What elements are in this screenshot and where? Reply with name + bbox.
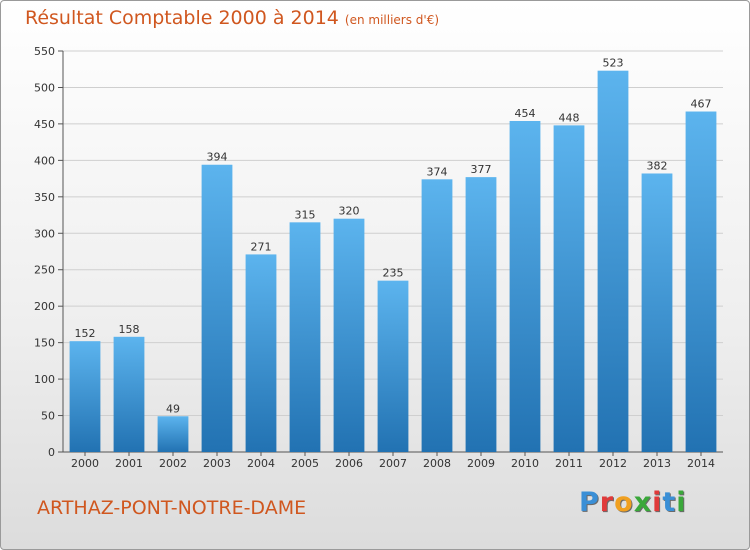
bar-value-label: 467: [691, 98, 712, 111]
x-tick-label: 2002: [159, 457, 187, 470]
bar-2004[interactable]: [245, 254, 277, 452]
x-tick-label: 2004: [247, 457, 275, 470]
y-tick-label: 550: [34, 45, 55, 58]
logo-letter: r: [599, 487, 615, 518]
bar-2008[interactable]: [421, 179, 453, 452]
x-tick-label: 2010: [511, 457, 539, 470]
bar-value-label: 152: [75, 327, 96, 340]
x-tick-label: 2013: [643, 457, 671, 470]
x-tick-label: 2006: [335, 457, 363, 470]
bar-2005[interactable]: [289, 222, 321, 452]
x-tick-label: 2005: [291, 457, 319, 470]
bar-2001[interactable]: [113, 336, 145, 452]
bar-value-label: 523: [603, 57, 624, 70]
bar-value-label: 158: [119, 323, 140, 336]
bar-value-label: 377: [471, 163, 492, 176]
x-tick-label: 2007: [379, 457, 407, 470]
y-tick-label: 50: [41, 410, 55, 423]
x-tick-label: 2011: [555, 457, 583, 470]
bar-value-label: 374: [427, 165, 448, 178]
bars: [69, 70, 717, 453]
bar-value-label: 394: [207, 151, 228, 164]
logo-letter: P: [579, 487, 600, 518]
bar-2012[interactable]: [597, 70, 629, 452]
logo-letter: x: [633, 487, 653, 518]
y-tick-label: 200: [34, 300, 55, 313]
bar-value-label: 271: [251, 240, 272, 253]
y-tick-label: 400: [34, 154, 55, 167]
bar-value-label: 49: [166, 402, 180, 415]
x-tick-label: 2012: [599, 457, 627, 470]
x-tick-label: 2009: [467, 457, 495, 470]
bar-2011[interactable]: [553, 125, 585, 452]
x-tick-label: 2000: [71, 457, 99, 470]
bar-value-label: 315: [295, 208, 316, 221]
bar-2013[interactable]: [641, 173, 673, 452]
y-tick-label: 450: [34, 118, 55, 131]
chart-title: Résultat Comptable 2000 à 2014 (en millie…: [25, 7, 439, 29]
place-name: ARTHAZ-PONT-NOTRE-DAME: [37, 497, 307, 519]
bar-2009[interactable]: [465, 177, 497, 452]
logo-letter: o: [614, 487, 634, 518]
y-tick-label: 350: [34, 191, 55, 204]
y-tick-label: 0: [48, 446, 55, 459]
x-tick-label: 2003: [203, 457, 231, 470]
bar-2003[interactable]: [201, 164, 233, 453]
bar-2014[interactable]: [685, 111, 717, 453]
y-tick-label: 500: [34, 81, 55, 94]
chart-subtitle: (en milliers d'€): [344, 13, 440, 27]
bar-value-label: 454: [515, 107, 536, 120]
bar-2010[interactable]: [509, 120, 541, 452]
logo-letter: t: [662, 487, 677, 518]
y-tick-label: 100: [34, 373, 55, 386]
bar-value-label: 235: [383, 267, 404, 280]
bar-2002[interactable]: [157, 416, 189, 452]
logo-letter: i: [652, 487, 663, 518]
bar-2007[interactable]: [377, 280, 409, 452]
logo-letter: i: [676, 487, 687, 518]
chart-title-text: Résultat Comptable 2000 à 2014: [25, 7, 339, 29]
bar-value-label: 382: [647, 159, 668, 172]
labels: 0 50 100 150 200 250 300 350 400 450 500 550 152 2000…: [34, 45, 715, 470]
y-tick-label: 300: [34, 227, 55, 240]
y-tick-label: 150: [34, 337, 55, 350]
bar-value-label: 320: [339, 205, 360, 218]
bar-2006[interactable]: [333, 218, 365, 452]
bar-2000[interactable]: [69, 341, 101, 452]
x-tick-label: 2008: [423, 457, 451, 470]
y-tick-label: 250: [34, 264, 55, 277]
x-tick-label: 2014: [687, 457, 715, 470]
x-tick-label: 2001: [115, 457, 143, 470]
proxiti-logo[interactable]: Proxiti: [579, 487, 687, 518]
bar-value-label: 448: [559, 111, 580, 124]
